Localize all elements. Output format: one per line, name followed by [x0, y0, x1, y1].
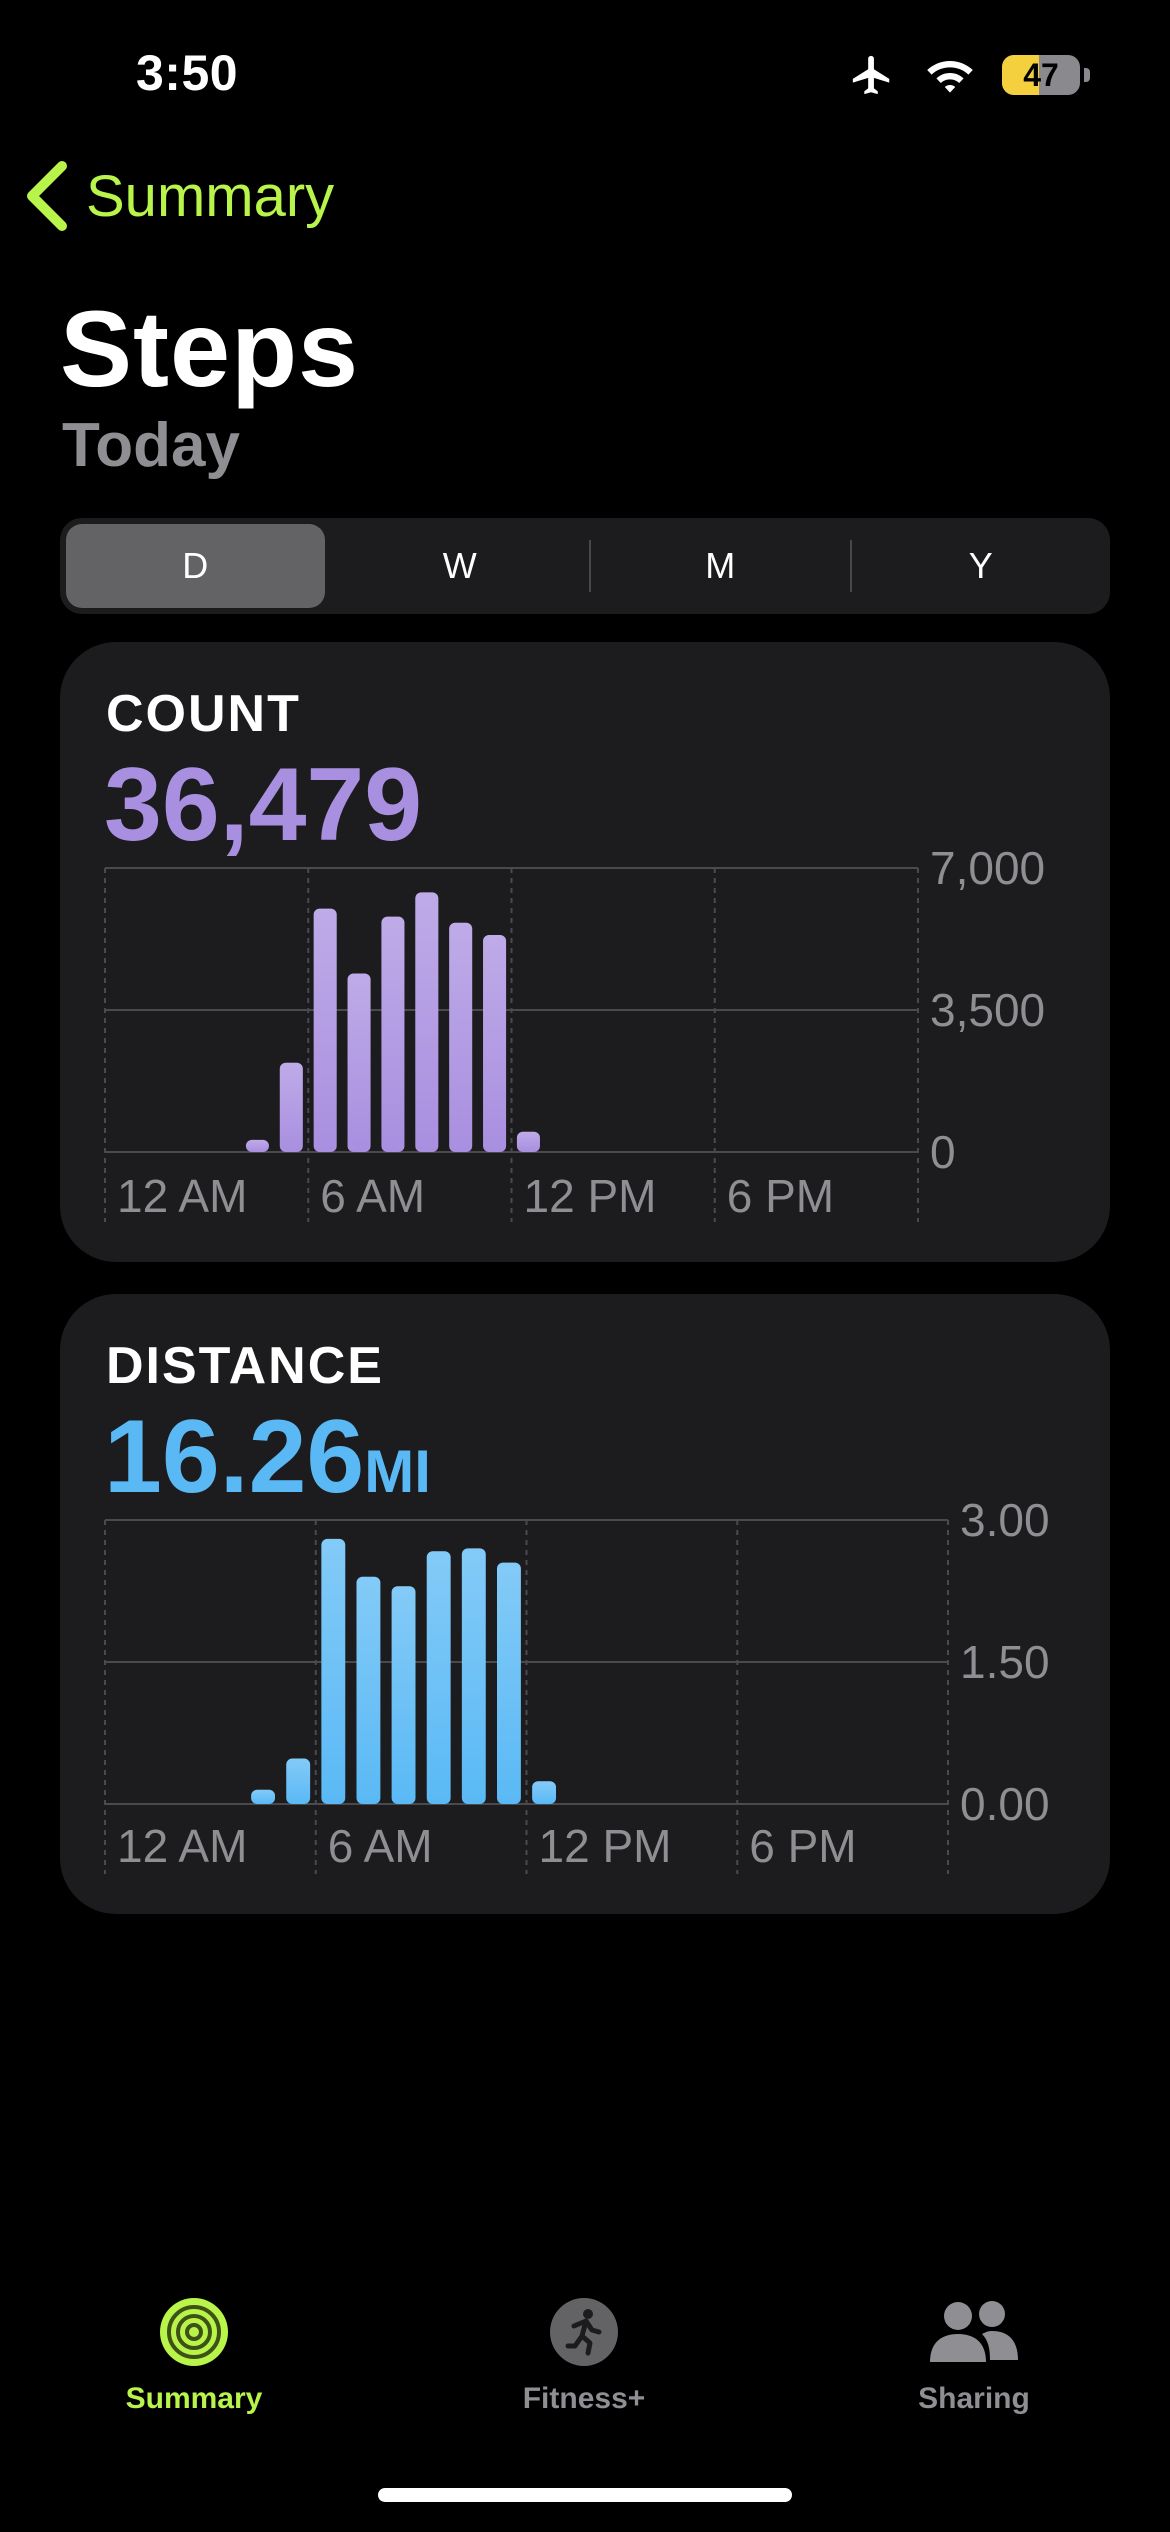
distance-card[interactable]: DISTANCE 16.26MI 3.00 1.50 0.00 12 AM 6 AM 12… — [60, 1294, 1110, 1914]
status-time: 3:50 — [136, 45, 239, 101]
page-subtitle: Today — [62, 411, 240, 480]
distance-bar-highlight — [532, 1781, 557, 1804]
tab-summary[interactable]: Summary — [54, 2296, 334, 2416]
distance-unit: MI — [364, 1438, 431, 1505]
status-icons: 47 — [846, 52, 1090, 98]
people-icon — [930, 2301, 1018, 2362]
distance-bar-highlight — [426, 1551, 451, 1804]
distance-bar-highlight — [356, 1576, 381, 1804]
count-bar-highlight — [347, 973, 371, 1152]
segment-year[interactable]: Y — [968, 545, 993, 586]
count-chart: 7,000 3,500 0 12 AM 6 AM 12 PM 6 PM — [104, 842, 1045, 1222]
distance-title: DISTANCE — [106, 1337, 384, 1395]
back-button[interactable]: Summary — [24, 160, 334, 232]
distance-bar-highlight — [496, 1562, 521, 1804]
tab-fitness-plus[interactable]: Fitness+ — [444, 2296, 724, 2416]
count-x-tick-label: 12 AM — [117, 1170, 247, 1222]
count-bar-highlight — [483, 934, 507, 1152]
home-indicator[interactable] — [378, 2488, 792, 2502]
distance-bar-highlight — [391, 1586, 416, 1804]
count-bar-highlight — [415, 892, 439, 1152]
distance-x-tick-label: 6 PM — [749, 1820, 856, 1872]
segment-month[interactable]: M — [705, 545, 736, 586]
distance-x-tick-label: 6 AM — [328, 1820, 433, 1872]
back-label: Summary — [86, 163, 335, 229]
count-x-tick-label: 12 PM — [524, 1170, 657, 1222]
distance-bar-highlight — [286, 1758, 311, 1804]
count-bar-highlight — [516, 1131, 540, 1152]
count-y-tick-label: 7,000 — [930, 842, 1045, 894]
distance-y-tick-label: 3.00 — [960, 1494, 1050, 1546]
activity-rings-icon — [160, 2298, 228, 2366]
count-bar-highlight — [449, 922, 473, 1152]
distance-y-tick-label: 0.00 — [960, 1778, 1050, 1830]
distance-x-tick-label: 12 AM — [117, 1820, 247, 1872]
count-bar-highlight — [313, 908, 337, 1152]
battery-cap — [1084, 68, 1090, 82]
distance-bar-highlight — [461, 1548, 486, 1804]
count-value: 36,479 — [104, 747, 423, 863]
time-range-segmented-control: D W M Y — [60, 518, 1110, 614]
tab-sharing[interactable]: Sharing — [834, 2296, 1114, 2416]
tab-fitness-plus-label: Fitness+ — [522, 2382, 646, 2415]
distance-x-tick-label: 12 PM — [539, 1820, 672, 1872]
tab-sharing-label: Sharing — [918, 2382, 1030, 2415]
page-title: Steps — [60, 288, 360, 409]
segment-divider — [589, 540, 591, 592]
wifi-icon — [927, 61, 973, 93]
count-card[interactable]: COUNT 36,479 7,000 3,500 0 12 AM 6 AM 12 PM 6 … — [60, 642, 1110, 1262]
chevron-left-icon — [27, 161, 67, 231]
segment-week[interactable]: W — [442, 545, 477, 586]
tab-summary-label: Summary — [125, 2382, 263, 2415]
count-y-tick-label: 3,500 — [930, 984, 1045, 1036]
count-bar-highlight — [381, 916, 405, 1152]
count-x-tick-label: 6 AM — [320, 1170, 425, 1222]
segment-divider — [849, 540, 852, 592]
distance-bar-highlight — [251, 1789, 276, 1804]
distance-value: 16.26 — [104, 1399, 365, 1515]
count-y-tick-label: 0 — [930, 1126, 956, 1178]
count-x-tick-label: 6 PM — [727, 1170, 834, 1222]
runner-icon — [550, 2298, 618, 2366]
airplane-icon — [852, 55, 890, 95]
count-title: COUNT — [106, 685, 301, 743]
distance-bar-highlight — [321, 1538, 346, 1804]
segment-day[interactable]: D — [66, 524, 325, 608]
count-bar-highlight — [279, 1062, 303, 1152]
distance-chart: 3.00 1.50 0.00 12 AM 6 AM 12 PM 6 PM — [104, 1494, 1050, 1874]
distance-y-tick-label: 1.50 — [960, 1636, 1050, 1688]
distance-value-wrap: 16.26MI — [104, 1398, 431, 1517]
count-bar-highlight — [245, 1139, 269, 1152]
battery-icon: 47 — [1002, 55, 1080, 95]
battery-level: 47 — [1023, 56, 1059, 93]
